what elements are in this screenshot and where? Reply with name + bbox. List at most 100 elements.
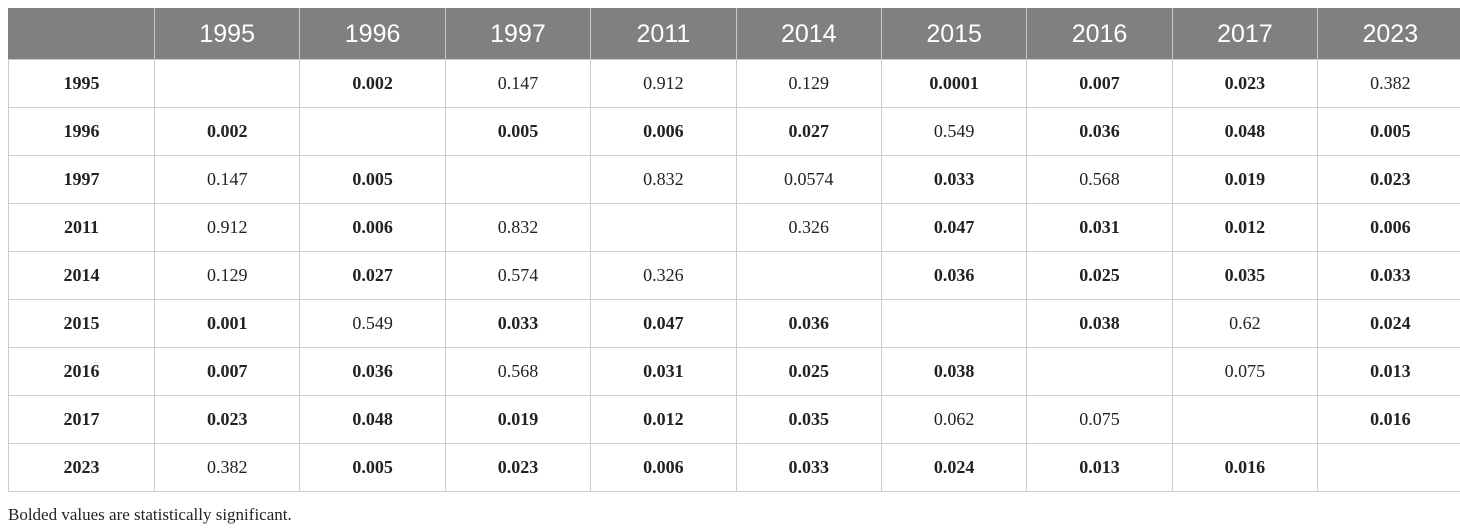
p-value-cell: 0.912 (153, 203, 301, 252)
table-header: 1995 1996 1997 2011 2014 2015 2016 2017 … (8, 8, 1460, 60)
p-value-cell: 0.031 (1026, 203, 1173, 252)
p-value-cell: 0.326 (590, 251, 737, 300)
p-value-cell: 0.024 (1317, 299, 1460, 348)
p-value-cell: 0.326 (735, 203, 882, 252)
row-header: 2011 (8, 203, 155, 252)
p-value-cell: 0.007 (1026, 59, 1173, 108)
p-value-cell: 0.568 (1026, 155, 1173, 204)
p-value-cell: 0.035 (735, 395, 882, 444)
p-value-cell: 0.047 (590, 299, 737, 348)
p-value-cell: 0.002 (153, 107, 301, 156)
row-header: 2015 (8, 299, 155, 348)
column-header: 2016 (1026, 8, 1173, 60)
table-row: 2014 0.129 0.027 0.574 0.326 0.036 0.025 0.035 0… (8, 251, 1460, 300)
p-value-cell: 0.832 (444, 203, 592, 252)
p-value-cell: 0.382 (1317, 59, 1460, 108)
p-value-cell: 0.007 (153, 347, 301, 396)
p-value-cell: 0.027 (299, 251, 446, 300)
p-value-cell: 0.023 (444, 443, 592, 492)
row-header: 2014 (8, 251, 155, 300)
p-value-cell: 0.023 (1171, 59, 1319, 108)
p-value-cell: 0.568 (444, 347, 592, 396)
p-value-cell: 0.006 (299, 203, 446, 252)
column-header: 2023 (1317, 8, 1460, 60)
row-header: 1996 (8, 107, 155, 156)
p-value-cell: 0.0574 (735, 155, 882, 204)
header-row: 1995 1996 1997 2011 2014 2015 2016 2017 … (8, 8, 1460, 60)
column-header: 2017 (1171, 8, 1319, 60)
p-value-cell: 0.075 (1171, 347, 1319, 396)
p-value-cell: 0.574 (444, 251, 592, 300)
column-header: 1995 (153, 8, 301, 60)
p-value-cell: 0.048 (299, 395, 446, 444)
p-value-cell: 0.036 (880, 251, 1028, 300)
p-value-cell: 0.005 (299, 443, 446, 492)
p-value-cell: 0.016 (1317, 395, 1460, 444)
table-row: 2011 0.912 0.006 0.832 0.326 0.047 0.031 0.012 0… (8, 203, 1460, 252)
empty-diagonal-cell (880, 299, 1028, 348)
p-value-cell: 0.031 (590, 347, 737, 396)
p-value-cell: 0.024 (880, 443, 1028, 492)
p-value-cell: 0.027 (735, 107, 882, 156)
p-value-cell: 0.033 (735, 443, 882, 492)
p-value-cell: 0.036 (299, 347, 446, 396)
table-row: 2015 0.001 0.549 0.033 0.047 0.036 0.038 0.62 0.… (8, 299, 1460, 348)
p-value-cell: 0.036 (1026, 107, 1173, 156)
row-header: 2016 (8, 347, 155, 396)
table-row: 2023 0.382 0.005 0.023 0.006 0.033 0.024 0.013 0… (8, 443, 1460, 492)
header-corner-cell (8, 8, 155, 60)
p-value-cell: 0.038 (1026, 299, 1173, 348)
empty-diagonal-cell (735, 251, 882, 300)
p-value-cell: 0.62 (1171, 299, 1319, 348)
p-value-cell: 0.023 (1317, 155, 1460, 204)
p-value-cell: 0.382 (153, 443, 301, 492)
p-value-cell: 0.549 (299, 299, 446, 348)
row-header: 1997 (8, 155, 155, 204)
column-header: 2011 (590, 8, 737, 60)
table-container: 1995 1996 1997 2011 2014 2015 2016 2017 … (8, 8, 1460, 492)
table-row: 1995 0.002 0.147 0.912 0.129 0.0001 0.007 0.023… (8, 59, 1460, 108)
p-value-cell: 0.019 (444, 395, 592, 444)
p-value-cell: 0.006 (1317, 203, 1460, 252)
p-value-cell: 0.912 (590, 59, 737, 108)
p-value-cell: 0.001 (153, 299, 301, 348)
empty-diagonal-cell (444, 155, 592, 204)
p-value-cell: 0.047 (880, 203, 1028, 252)
row-header: 2023 (8, 443, 155, 492)
p-value-cell: 0.129 (735, 59, 882, 108)
p-value-cell: 0.023 (153, 395, 301, 444)
p-value-cell: 0.0001 (880, 59, 1028, 108)
p-value-cell: 0.025 (1026, 251, 1173, 300)
empty-diagonal-cell (1026, 347, 1173, 396)
p-value-cell: 0.006 (590, 107, 737, 156)
empty-diagonal-cell (299, 107, 446, 156)
p-value-cell: 0.025 (735, 347, 882, 396)
p-value-cell: 0.012 (590, 395, 737, 444)
p-value-cell: 0.033 (444, 299, 592, 348)
table-body: 1995 0.002 0.147 0.912 0.129 0.0001 0.007 0.023… (8, 59, 1460, 492)
empty-diagonal-cell (590, 203, 737, 252)
p-value-cell: 0.002 (299, 59, 446, 108)
p-value-cell: 0.075 (1026, 395, 1173, 444)
table-row: 2016 0.007 0.036 0.568 0.031 0.025 0.038 0.075 0… (8, 347, 1460, 396)
p-value-cell: 0.147 (153, 155, 301, 204)
p-value-cell: 0.012 (1171, 203, 1319, 252)
table-footnote: Bolded values are statistically signific… (8, 505, 292, 524)
p-value-cell: 0.062 (880, 395, 1028, 444)
p-value-cell: 0.038 (880, 347, 1028, 396)
column-header: 1997 (444, 8, 592, 60)
empty-diagonal-cell (1171, 395, 1319, 444)
empty-diagonal-cell (153, 59, 301, 108)
p-value-cell: 0.006 (590, 443, 737, 492)
p-value-cell: 0.005 (299, 155, 446, 204)
table-row: 1997 0.147 0.005 0.832 0.0574 0.033 0.568 0.019… (8, 155, 1460, 204)
p-value-cell: 0.549 (880, 107, 1028, 156)
table-row: 1996 0.002 0.005 0.006 0.027 0.549 0.036 0.048 0… (8, 107, 1460, 156)
p-value-cell: 0.005 (1317, 107, 1460, 156)
p-value-cell: 0.019 (1171, 155, 1319, 204)
p-value-cell: 0.147 (444, 59, 592, 108)
row-header: 1995 (8, 59, 155, 108)
empty-diagonal-cell (1317, 443, 1460, 492)
p-value-cell: 0.033 (1317, 251, 1460, 300)
p-value-cell: 0.048 (1171, 107, 1319, 156)
